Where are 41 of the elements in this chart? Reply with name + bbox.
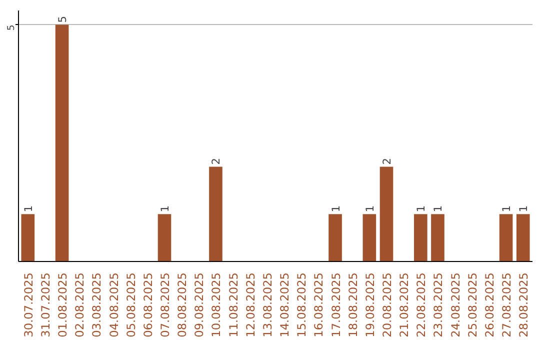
x-tick-label: 14.08.2025 <box>278 272 292 338</box>
x-tick-label: 21.08.2025 <box>397 272 412 338</box>
x-tick-label: 17.08.2025 <box>328 272 343 338</box>
x-tick-label: 26.08.2025 <box>482 272 496 338</box>
data-label: 5 <box>56 16 70 23</box>
data-label: 1 <box>22 205 35 212</box>
x-tick-label: 24.08.2025 <box>448 272 462 338</box>
x-tick-label: 09.08.2025 <box>192 272 206 338</box>
x-tick-label: 01.08.2025 <box>56 272 70 338</box>
x-tick-label: 28.08.2025 <box>516 272 531 338</box>
x-tick-label: 23.08.2025 <box>431 272 446 338</box>
data-label: 1 <box>414 205 428 212</box>
x-tick-label: 31.07.2025 <box>38 272 52 338</box>
data-label: 1 <box>158 205 172 212</box>
data-label: 2 <box>380 158 394 165</box>
x-tick-label: 05.08.2025 <box>124 272 138 338</box>
x-tick-label: 06.08.2025 <box>140 272 155 338</box>
x-tick-label: 07.08.2025 <box>158 272 172 338</box>
x-tick-label: 03.08.2025 <box>90 272 104 338</box>
x-tick-label: 25.08.2025 <box>465 272 480 338</box>
x-tick-label: 22.08.2025 <box>414 272 428 338</box>
data-label: 2 <box>210 158 223 165</box>
data-label: 1 <box>500 205 514 212</box>
x-tick-label: 27.08.2025 <box>500 272 514 338</box>
x-tick-label: 10.08.2025 <box>209 272 224 338</box>
data-label: 1 <box>363 205 376 212</box>
x-tick-label: 12.08.2025 <box>243 272 258 338</box>
x-tick-label: 04.08.2025 <box>106 272 121 338</box>
x-tick-label: 19.08.2025 <box>362 272 377 338</box>
x-tick-label: 15.08.2025 <box>294 272 309 338</box>
x-tick-label: 30.07.2025 <box>21 272 36 338</box>
data-label: 1 <box>517 205 530 212</box>
x-tick-label: 16.08.2025 <box>312 272 326 338</box>
x-tick-label: 02.08.2025 <box>72 272 87 338</box>
x-tick-label: 11.08.2025 <box>226 272 240 338</box>
x-tick-label: 20.08.2025 <box>380 272 394 338</box>
x-tick-label: 08.08.2025 <box>175 272 190 338</box>
data-label: 1 <box>432 205 445 212</box>
x-tick-label: 18.08.2025 <box>346 272 360 338</box>
data-label: 1 <box>329 205 342 212</box>
x-tick-label: 13.08.2025 <box>260 272 274 338</box>
